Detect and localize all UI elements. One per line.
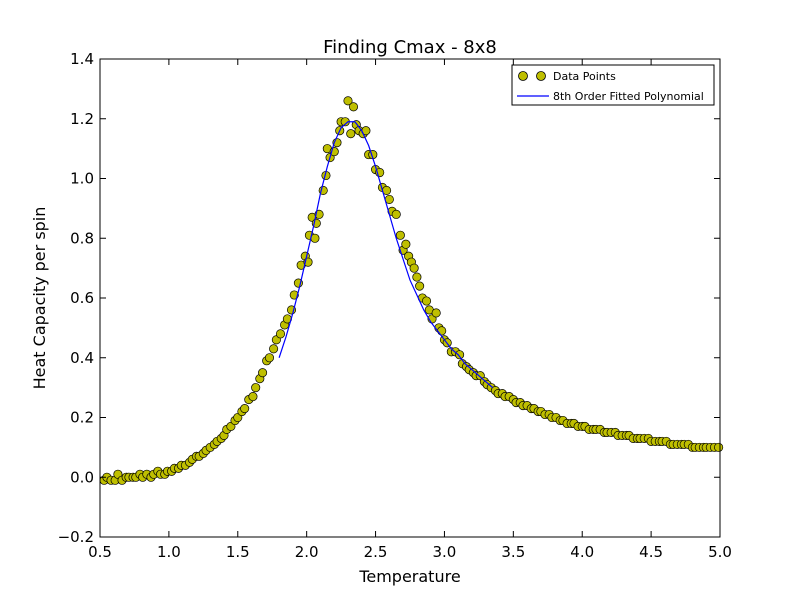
data-point	[264, 353, 275, 363]
data-point	[395, 230, 405, 240]
data-point	[343, 96, 353, 106]
legend-label-data-points: Data Points	[553, 70, 616, 83]
y-tick-label: 0.8	[70, 229, 94, 247]
legend-box	[511, 64, 715, 106]
data-point	[415, 281, 425, 291]
y-axis-label: Heat Capacity per spin	[30, 207, 49, 390]
data-point	[437, 326, 447, 336]
y-tick-label: 0.2	[70, 409, 94, 427]
y-tick-label: 0.0	[70, 468, 94, 486]
data-point	[348, 102, 359, 112]
x-tick-label: 5.0	[708, 543, 732, 561]
data-point	[421, 296, 432, 306]
y-tick-label: 0.4	[70, 349, 94, 367]
fitted-polynomial-line	[278, 121, 494, 389]
data-point	[431, 308, 441, 318]
x-tick-label: 1.5	[226, 543, 250, 561]
data-point	[391, 209, 401, 219]
data-point	[409, 263, 419, 273]
y-tick-label: 1.2	[70, 110, 94, 128]
data-point	[275, 329, 286, 339]
data-point	[714, 442, 724, 452]
data-point	[401, 239, 411, 249]
x-axis-label: Temperature	[358, 567, 460, 586]
legend-point-marker-2	[536, 71, 546, 81]
axis-ticks: 0.5 1.0 1.5 2.0 2.5 3.0 3.5 4.0 4.5 5.0 −0.2 0.0 0.2…	[58, 50, 732, 561]
y-tick-label: −0.2	[58, 528, 94, 546]
x-tick-label: 2.5	[364, 543, 388, 561]
x-tick-label: 0.5	[88, 543, 112, 561]
plot-area	[99, 96, 724, 485]
x-tick-label: 4.0	[570, 543, 594, 561]
data-point	[455, 350, 465, 360]
y-tick-label: 1.0	[70, 170, 94, 188]
legend-label-fit: 8th Order Fitted Polynomial	[553, 90, 704, 103]
chart-title: Finding Cmax - 8x8	[323, 37, 497, 58]
data-point	[251, 383, 261, 393]
y-tick-label: 1.4	[70, 50, 94, 68]
data-point	[346, 129, 356, 139]
data-point	[269, 344, 279, 354]
legend-point-marker-1	[518, 71, 528, 81]
x-tick-label: 2.0	[295, 543, 319, 561]
y-tick-label: 0.6	[70, 289, 94, 307]
x-tick-label: 3.0	[433, 543, 457, 561]
x-tick-label: 4.5	[639, 543, 663, 561]
legend: Data Points 8th Order Fitted Polynomial	[511, 64, 715, 106]
x-tick-label: 3.5	[501, 543, 525, 561]
data-point	[412, 272, 422, 282]
data-point	[240, 403, 250, 414]
data-point	[248, 392, 258, 402]
x-tick-label: 1.0	[157, 543, 181, 561]
data-point	[258, 368, 268, 378]
